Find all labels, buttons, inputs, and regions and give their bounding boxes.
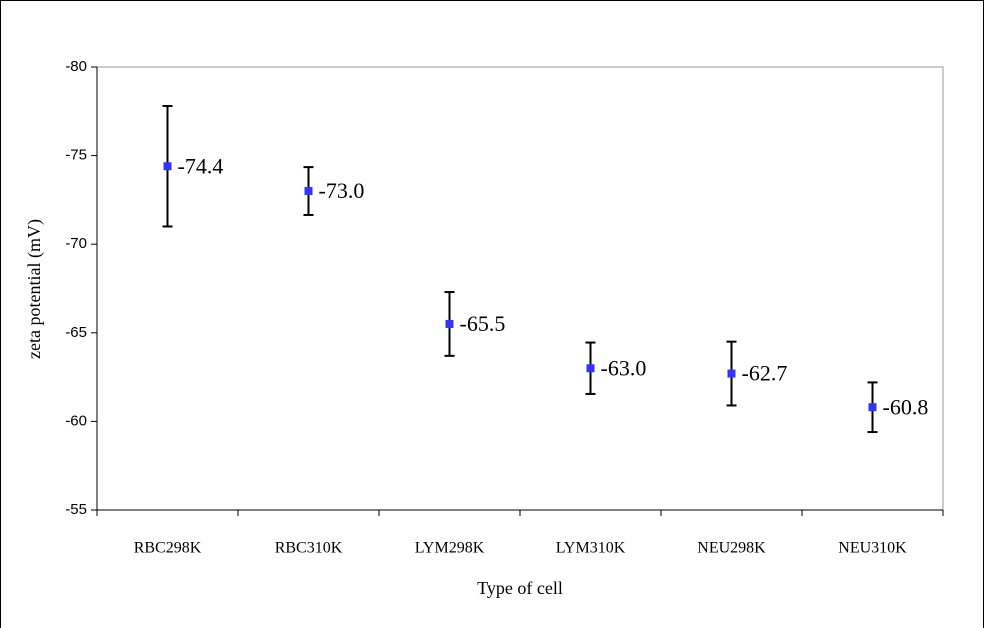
- marker: [586, 364, 595, 373]
- data-label: -63.0: [601, 355, 647, 380]
- x-tick-label: NEU310K: [838, 540, 907, 557]
- plot-area: [96, 66, 944, 511]
- marker: [163, 162, 172, 171]
- data-label: -73.0: [319, 178, 365, 203]
- data-label: -65.5: [460, 311, 506, 336]
- y-tick-label: -80: [65, 58, 87, 75]
- x-tick-label: LYM298K: [415, 540, 485, 557]
- y-axis-title: zeta potential (mV): [24, 219, 45, 359]
- data-label: -74.4: [178, 153, 224, 178]
- x-axis-title: Type of cell: [477, 578, 563, 598]
- y-tick-label: -60: [65, 412, 87, 429]
- y-tick-label: -55: [65, 501, 87, 518]
- y-tick-label: -65: [65, 324, 87, 341]
- x-tick-label: RBC310K: [275, 540, 343, 557]
- x-tick-label: RBC298K: [134, 540, 202, 557]
- marker: [868, 403, 877, 412]
- data-label: -60.8: [883, 394, 929, 419]
- marker: [304, 187, 313, 196]
- x-tick-label: LYM310K: [556, 540, 626, 557]
- data-label: -62.7: [742, 361, 788, 386]
- y-tick-label: -70: [65, 235, 87, 252]
- marker: [727, 369, 736, 378]
- y-tick-label: -75: [65, 147, 87, 164]
- marker: [445, 319, 454, 328]
- x-tick-label: NEU298K: [697, 540, 766, 557]
